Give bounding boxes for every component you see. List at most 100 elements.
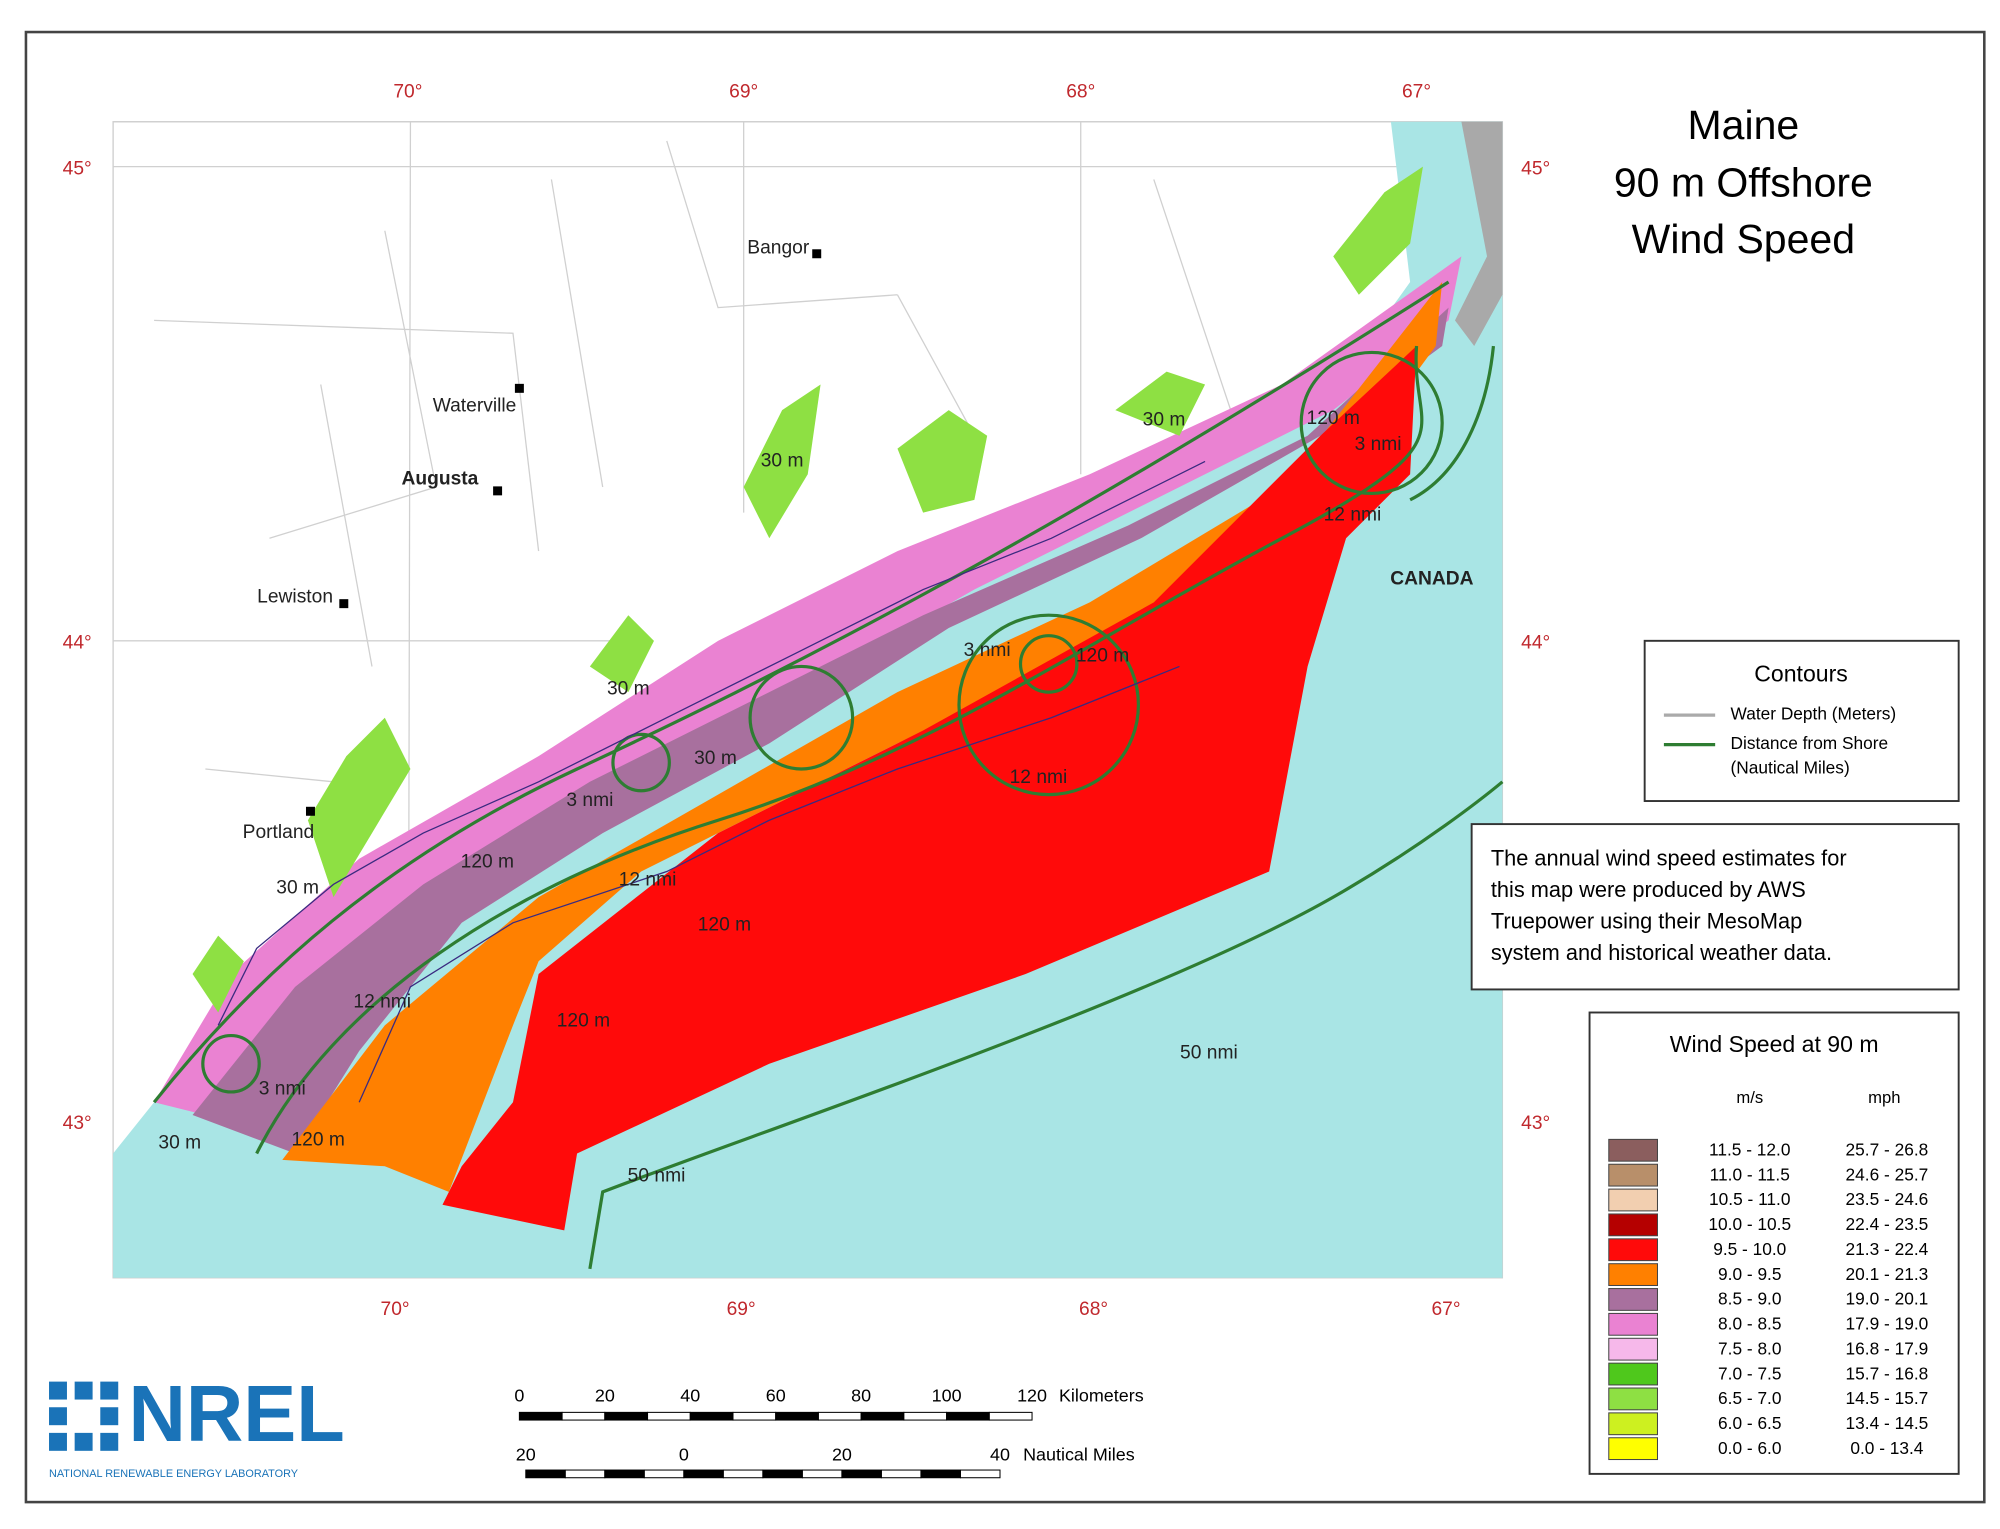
logo-mark [49,1381,119,1451]
map-label: 120 m [291,1130,344,1151]
scale-segment [841,1469,882,1479]
scale-tick-label: 100 [932,1386,962,1406]
map-label: 3 nmi [566,790,613,811]
land-patch [897,410,988,513]
legend-swatch [1608,1238,1658,1262]
latitude-label: 43° [1521,1113,1550,1134]
unit-label: m/s [1736,1088,1763,1107]
contour-line [588,780,1504,1270]
scale-segment [880,1469,922,1479]
city-label: Lewiston [257,586,333,607]
legend-ms: 11.0 - 11.5 [1710,1164,1790,1184]
scale-tick-label: 0 [679,1445,689,1465]
logo-name: NREL [128,1369,344,1458]
note-line: Truepower using their MesoMap [1491,909,1802,934]
legend-mph: 20.1 - 21.3 [1846,1264,1929,1284]
legend-mph: 23.5 - 24.6 [1846,1189,1929,1209]
map-label: 120 m [1307,408,1360,429]
legend-mph: 0.0 - 13.4 [1850,1438,1923,1458]
scale-segment [732,1411,777,1421]
map [112,121,1504,1279]
scale-segment [801,1469,843,1479]
latitude-label: 44° [63,632,92,653]
map-label: 50 nmi [628,1166,686,1187]
scale-segment [946,1411,990,1421]
logo-subtitle: NATIONAL RENEWABLE ENERGY LABORATORY [49,1468,299,1480]
scale-segment [860,1411,905,1421]
legend-mph: 21.3 - 22.4 [1846,1239,1929,1259]
note-line: The annual wind speed estimates for [1491,846,1847,871]
land-patch [1333,166,1423,295]
wind-band [282,281,1443,1192]
legend-ms: 6.0 - 6.5 [1718,1413,1781,1433]
map-label: 3 nmi [1355,434,1402,455]
map-label: 12 nmi [353,991,411,1012]
map-label: 30 m [158,1132,201,1153]
unit-label: mph [1868,1088,1900,1107]
contour-circle [201,1033,261,1094]
wind-band [192,307,1449,1154]
longitude-label: 67° [1402,81,1431,102]
city-label: Augusta [401,468,478,489]
longitude-label: 69° [727,1299,756,1320]
scale-segment [988,1411,1033,1421]
latitude-label: 44° [1521,632,1550,653]
city-marker [339,599,349,609]
scale-segment [920,1469,961,1479]
legend-label: Distance from Shore [1731,733,1889,753]
legend-ms: 8.5 - 9.0 [1718,1289,1781,1309]
legend-mph: 19.0 - 20.1 [1846,1289,1929,1309]
longitude-label: 69° [729,81,758,102]
legend-mph: 17.9 - 19.0 [1846,1314,1929,1334]
scale-segment [561,1411,606,1421]
legend-ms: 10.5 - 11.0 [1709,1189,1790,1209]
map-label: 30 m [607,679,650,700]
contour-circle [1299,350,1444,496]
map-label: 30 m [694,748,737,769]
scale-segment [525,1469,566,1479]
contour-line [152,280,1450,1104]
map-label: 30 m [1143,409,1186,430]
city-marker [812,249,822,259]
legend-mph: 25.7 - 26.8 [1846,1139,1929,1159]
legend-swatch [1608,1163,1658,1187]
scale-tick-label: 40 [990,1445,1010,1465]
contour-circle [611,732,671,793]
legend-mph: 22.4 - 23.5 [1846,1214,1929,1234]
longitude-label: 68° [1079,1299,1108,1320]
note-box [1470,823,1960,991]
scale-unit: Kilometers [1059,1386,1144,1406]
contours-legend-title: Contours [1754,661,1848,687]
title-line: 90 m Offshore [1614,160,1873,206]
longitude-label: 70° [381,1299,410,1320]
legend-ms: 9.5 - 10.0 [1713,1239,1786,1259]
scale-segment [564,1469,606,1479]
land-patch [743,384,821,539]
county-lines [113,121,1503,1278]
map-label: 3 nmi [259,1078,306,1099]
legend-ms: 7.0 - 7.5 [1718,1363,1781,1383]
legend-swatch [1608,1138,1658,1162]
scale-tick-label: 20 [595,1386,615,1406]
latitude-label: 43° [63,1113,92,1134]
legend-ms: 6.5 - 7.0 [1718,1388,1781,1408]
map-label: 30 m [761,450,804,471]
scale-segment [604,1411,649,1421]
legend-swatch [1608,1312,1658,1336]
legend-mph: 16.8 - 17.9 [1846,1338,1929,1358]
map-label: 3 nmi [964,640,1011,661]
map-label: 12 nmi [619,870,677,891]
distance-contours [152,280,1504,1270]
scale-tick-label: 0 [514,1386,524,1406]
legend-ms: 7.5 - 8.0 [1718,1338,1781,1358]
title-line: Maine [1688,102,1800,148]
scale-segment [689,1411,734,1421]
scale-segment [647,1411,691,1421]
map-label: 12 nmi [1010,767,1068,788]
city-marker [514,383,524,393]
city-marker [493,486,503,496]
wind-legend-title: Wind Speed at 90 m [1670,1031,1879,1057]
map-label: 120 m [461,852,514,873]
legend-mph: 14.5 - 15.7 [1846,1388,1929,1408]
